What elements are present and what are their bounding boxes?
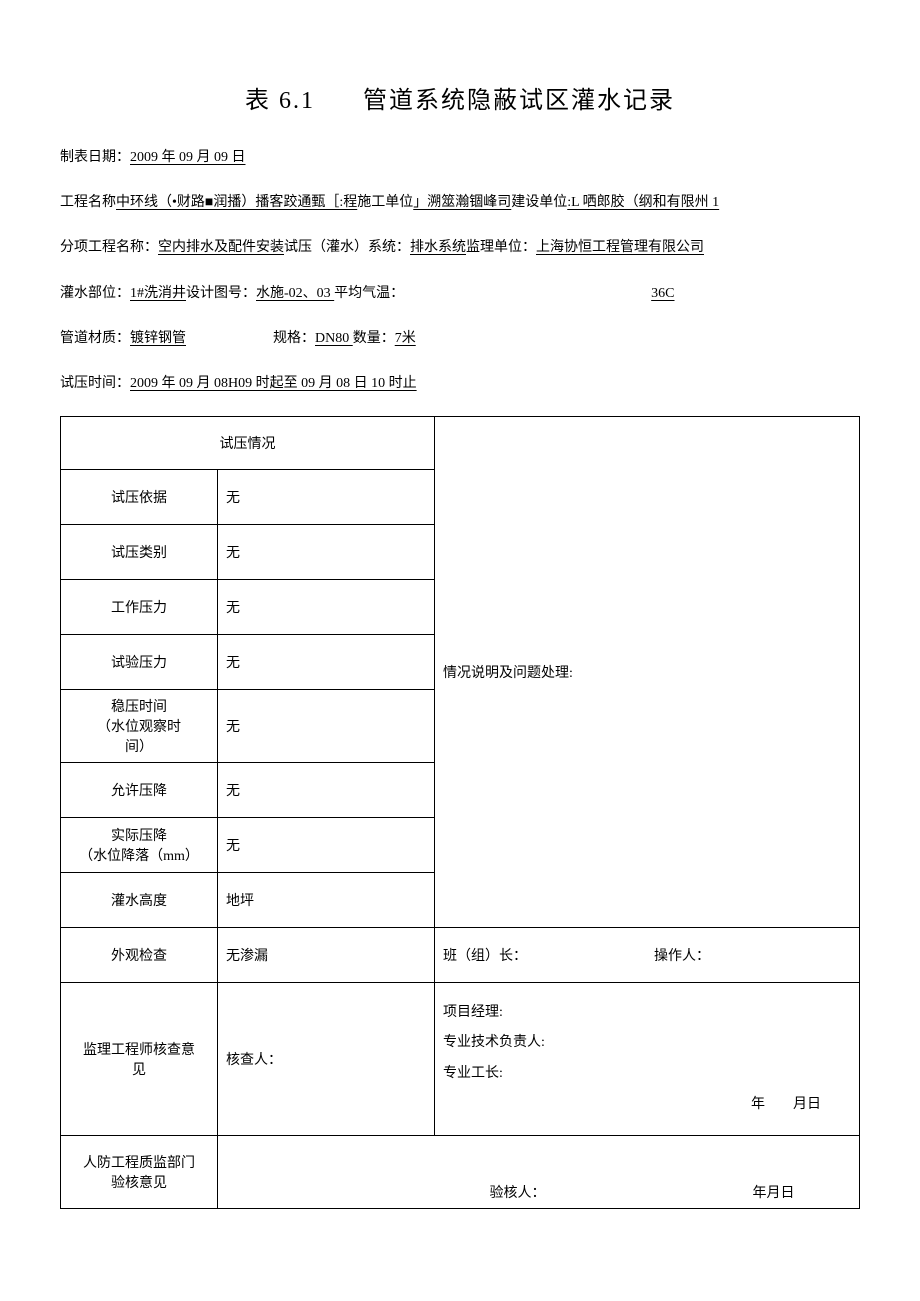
foreman-label: 专业工长:: [443, 1059, 851, 1090]
pipe-mat-value: 镀锌钢管: [130, 331, 186, 346]
pipe-mat-label: 管道材质：: [60, 331, 130, 346]
supervise-unit-value: 上海协恒工程管理有限公司: [536, 240, 704, 255]
row-value: 无: [218, 580, 435, 635]
row-label: 试压依据: [61, 470, 218, 525]
verifier-cell: 验核人： 年月日: [218, 1136, 860, 1209]
title-text: 管道系统隐蔽试区灌水记录: [363, 88, 675, 114]
date-value: 2009 年 09 月 09 日: [130, 150, 246, 165]
test-time-label: 试压时间：: [60, 376, 130, 391]
meta-line-4: 管道材质：镀锌钢管 规格：DN80 数量：7米: [60, 326, 860, 351]
signature-cell-2: 项目经理: 专业技术负责人: 专业工长: 年 月日: [435, 983, 860, 1136]
temp-value: 36C: [651, 286, 674, 301]
verifier-label: 验核人：: [490, 1186, 546, 1201]
notes-cell: 情况说明及问题处理:: [435, 417, 860, 928]
meta-line-3: 灌水部位：1#洗消井设计图号：水施-02、03 平均气温： 36C: [60, 281, 860, 306]
construct-unit-value: 」溯筮瀚锢峰司: [413, 195, 511, 210]
system-label: 试压（灌水）系统：: [284, 240, 410, 255]
row-value: 无: [218, 818, 435, 873]
group-leader-label: 班（组）长：: [443, 949, 527, 964]
table-number: 表 6.1: [245, 80, 315, 115]
signature-cell-1: 班（组）长： 操作人：: [435, 928, 860, 983]
proj-name-label: 工程名称: [60, 195, 116, 210]
notes-label: 情况说明及问题处理:: [443, 666, 573, 681]
drawing-no-label: 设计图号：: [186, 286, 256, 301]
drawing-no-value: 水施-02、03: [256, 286, 334, 301]
supervise-unit-label: 监理单位：: [466, 240, 536, 255]
tech-label: 专业技术负责人:: [443, 1028, 851, 1059]
left-header: 试压情况: [61, 417, 435, 470]
pm-label: 项目经理:: [443, 998, 851, 1029]
supervisor-label: 监理工程师核查意 见: [61, 983, 218, 1136]
spec-label: 规格：: [273, 331, 315, 346]
row-value: 无: [218, 525, 435, 580]
qty-value: 7米: [395, 331, 416, 346]
meta-line-5: 试压时间：2009 年 09 月 08H09 时起至 09 月 08 日 10 …: [60, 371, 860, 396]
supervisor-value: 核查人：: [218, 983, 435, 1136]
row-label: 工作压力: [61, 580, 218, 635]
row-label: 外观检查: [61, 928, 218, 983]
row-value: 无渗漏: [218, 928, 435, 983]
date-line: 制表日期：2009 年 09 月 09 日: [60, 145, 860, 170]
row-value: 无: [218, 635, 435, 690]
row-label: 试验压力: [61, 635, 218, 690]
row-label: 稳压时间 （水位观察时 间）: [61, 690, 218, 763]
row-label: 试压类别: [61, 525, 218, 580]
row-label: 实际压降 （水位降落（mm）: [61, 818, 218, 873]
row-label: 灌水高度: [61, 873, 218, 928]
proj-name-value: 中环线（•财路■润播）播客跤通甄［:程: [116, 195, 357, 210]
date-ymd: 年 月日: [443, 1090, 851, 1121]
construct-unit-label: 施工单位: [357, 195, 413, 210]
build-unit-value: :L 哂郎胶（纲和有限州 1: [567, 195, 719, 210]
row-value: 无: [218, 690, 435, 763]
main-table: 试压情况 情况说明及问题处理: 试压依据无 试压类别无 工作压力无 试验压力无 …: [60, 416, 860, 1209]
page-title: 表 6.1 管道系统隐蔽试区灌水记录: [60, 80, 860, 115]
verifier-date: 年月日: [753, 1186, 795, 1201]
subproj-value: 空内排水及配件安装: [158, 240, 284, 255]
row-value: 地坪: [218, 873, 435, 928]
temp-label: 平均气温：: [334, 286, 404, 301]
build-unit-label: 建设单位: [511, 195, 567, 210]
test-time-value: 2009 年 09 月 08H09 时起至 09 月 08 日 10 时止: [130, 376, 417, 391]
meta-line-1: 工程名称中环线（•财路■润播）播客跤通甄［:程施工单位」溯筮瀚锢峰司建设单位:L…: [60, 190, 860, 215]
meta-line-2: 分项工程名称：空内排水及配件安装试压（灌水）系统：排水系统监理单位：上海协恒工程…: [60, 235, 860, 260]
operator-label: 操作人：: [654, 949, 710, 964]
subproj-label: 分项工程名称：: [60, 240, 158, 255]
row-label: 允许压降: [61, 763, 218, 818]
defense-label: 人防工程质监部门 验核意见: [61, 1136, 218, 1209]
system-value: 排水系统: [410, 240, 466, 255]
fill-pos-label: 灌水部位：: [60, 286, 130, 301]
date-label: 制表日期：: [60, 150, 130, 165]
spec-value: DN80: [315, 331, 353, 346]
fill-pos-value: 1#洗消井: [130, 286, 186, 301]
row-value: 无: [218, 763, 435, 818]
qty-label: 数量：: [353, 331, 395, 346]
row-value: 无: [218, 470, 435, 525]
